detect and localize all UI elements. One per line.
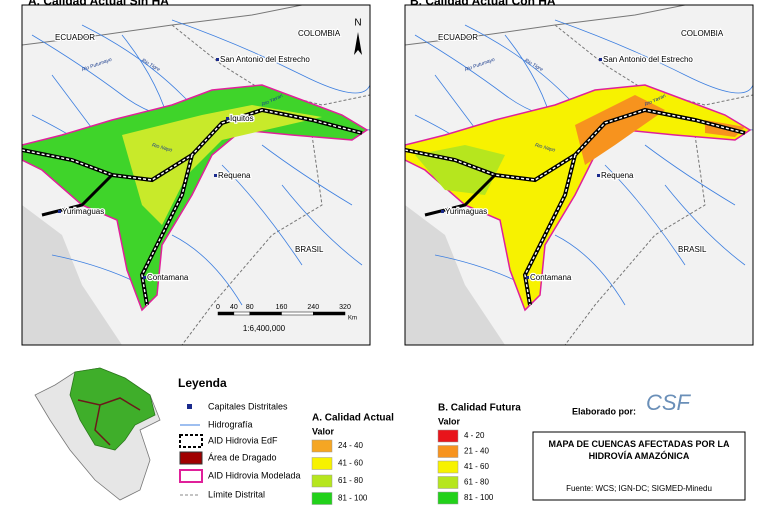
place-label: COLOMBIA <box>681 29 724 38</box>
place-label: BRASIL <box>678 245 707 254</box>
panel-title: A. Calidad Actual Sin HA <box>28 0 169 8</box>
class-swatch <box>311 492 333 505</box>
scale-unit: Km <box>348 316 357 322</box>
capital-marker <box>526 276 529 279</box>
place-label: Yurimaguas <box>62 207 104 216</box>
class-swatch <box>437 445 459 458</box>
class-label: 81 - 100 <box>464 493 494 502</box>
class-label: 21 - 40 <box>464 447 489 456</box>
scale-tick: 320 <box>339 304 351 311</box>
legend-label: AID Hidrovia EdF <box>208 435 278 445</box>
capital-marker <box>143 276 146 279</box>
inset-map <box>34 367 161 501</box>
place-label: San Antonio del Estrecho <box>220 55 310 64</box>
class-swatch <box>311 457 333 470</box>
place-label: COLOMBIA <box>298 29 341 38</box>
scale-tick: 160 <box>276 304 288 311</box>
place-label: Contamana <box>147 273 189 282</box>
scale-segment <box>217 311 235 316</box>
credit-label: Elaborado por: <box>572 406 636 416</box>
title-box-text: MAPA DE CUENCAS AFECTADAS POR LA HIDROVÍ… <box>548 439 730 461</box>
scale-ratio: 1:6,400,000 <box>243 324 286 333</box>
source: Fuente: WCS; IGN-DC; SIGMED-Minedu <box>566 484 712 493</box>
place-label: Contamana <box>530 273 572 282</box>
legend-label: Capitales Distritales <box>208 401 288 411</box>
map-a <box>22 5 370 345</box>
capital-marker <box>214 174 217 177</box>
class-swatch <box>311 474 333 488</box>
class-swatch <box>437 460 459 474</box>
class-label: 41 - 60 <box>338 459 363 468</box>
legend-label: Área de Dragado <box>208 452 277 462</box>
place-label: ECUADOR <box>438 33 478 42</box>
legend: Capitales Distritales Hidrografía AID Hidr… <box>179 401 301 499</box>
legend-subtitle: Valor <box>312 426 335 436</box>
scale-tick: 0 <box>216 304 220 311</box>
place-label: Requena <box>601 171 634 180</box>
north-label: N <box>354 18 361 29</box>
scale-tick: 80 <box>246 304 254 311</box>
place-label: Yurimaguas <box>445 207 487 216</box>
capital-marker <box>597 174 600 177</box>
legend-symbol <box>179 469 203 483</box>
scale-tick: 240 <box>307 304 319 311</box>
scale-tick: 40 <box>230 304 238 311</box>
map-b-frame <box>404 4 754 346</box>
box-title: MAPA DE CUENCAS AFECTADAS POR LA HIDROVÍ… <box>548 439 730 461</box>
capital-marker <box>58 210 61 213</box>
legend-label: AID Hidrovia Modelada <box>208 470 301 480</box>
place-label: ECUADOR <box>55 33 95 42</box>
scale-segment <box>313 311 346 316</box>
map-b <box>405 5 753 345</box>
scale-segment <box>233 311 250 316</box>
legend-symbol <box>179 451 203 465</box>
capital-marker <box>599 58 602 61</box>
legend-heading: A. Calidad Actual <box>312 413 394 424</box>
legend-symbol <box>187 404 192 409</box>
class-label: 81 - 100 <box>338 494 368 503</box>
legend-heading: B. Calidad Futura <box>438 403 521 414</box>
title-box <box>532 431 746 501</box>
panel-title: B. Calidad Actual Con HA <box>410 0 556 8</box>
place-label: Iquitos <box>230 114 254 123</box>
capital-marker <box>441 210 444 213</box>
river-label: Rio Napo <box>151 142 173 153</box>
class-swatch <box>311 439 333 453</box>
class-label: 24 - 40 <box>338 441 363 450</box>
legend-label: Límite Distrital <box>208 489 265 499</box>
legend-subtitle: Valor <box>438 416 461 426</box>
class-legend: 24 - 40 41 - 60 61 - 80 81 - 100 4 - 20 21 - … <box>311 429 494 505</box>
class-label: 61 - 80 <box>338 476 363 485</box>
scale-segment <box>281 311 314 316</box>
class-swatch <box>437 476 459 489</box>
legend-title: Leyenda <box>178 376 227 390</box>
legend-symbol <box>179 434 203 448</box>
map-a-frame <box>21 4 371 346</box>
capital-marker <box>226 117 229 120</box>
capital-marker <box>216 58 219 61</box>
class-swatch <box>437 429 459 443</box>
scale-segment <box>249 311 282 316</box>
class-label: 4 - 20 <box>464 431 485 440</box>
class-swatch <box>437 491 459 505</box>
scale-bar: 0 40 80 160 240 320 Km <box>216 304 357 322</box>
class-label: 61 - 80 <box>464 478 489 487</box>
class-label: 41 - 60 <box>464 462 489 471</box>
place-label: San Antonio del Estrecho <box>603 55 693 64</box>
north-arrow: N <box>354 18 362 55</box>
legend-label: Hidrografía <box>208 419 253 429</box>
place-label: BRASIL <box>295 245 324 254</box>
logo: CSF <box>646 390 692 415</box>
river-label: Rio Napo <box>534 142 556 153</box>
place-label: Requena <box>218 171 251 180</box>
